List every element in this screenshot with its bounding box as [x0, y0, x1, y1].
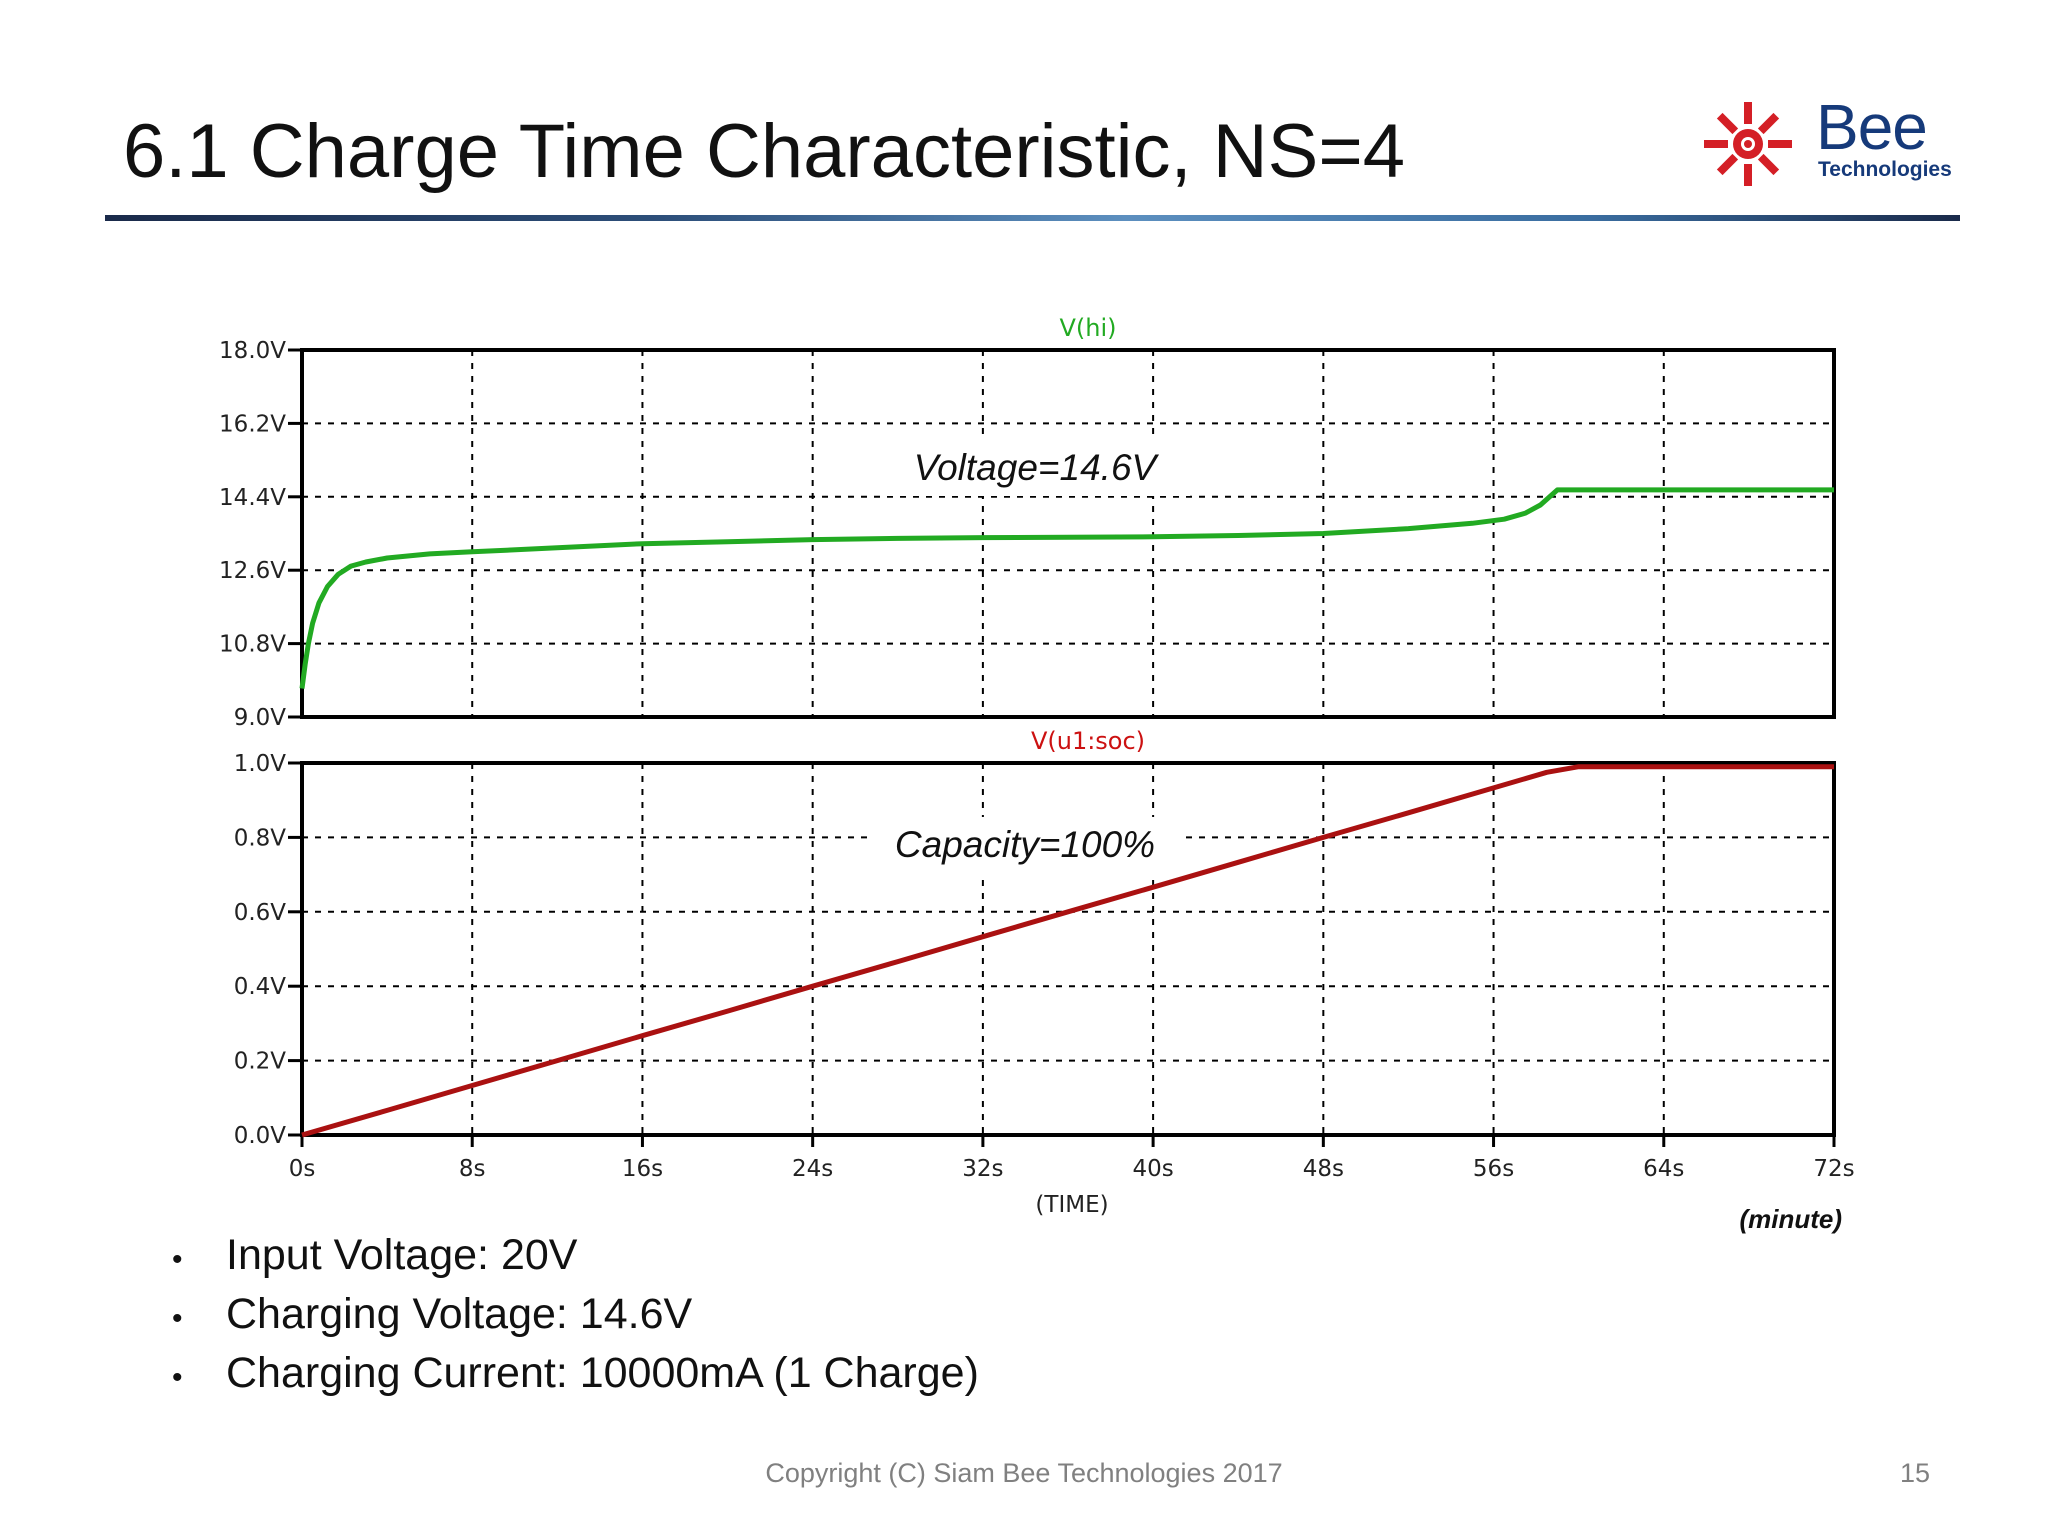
x-tick-label: 40s: [1132, 1156, 1173, 1182]
x-tick-label: 0s: [289, 1156, 316, 1182]
x-tick-label: 48s: [1303, 1156, 1344, 1182]
y-tick-label: 0.8V: [234, 825, 287, 851]
capacity-plot-frame: [300, 761, 1836, 1137]
y-tick-label: 18.0V: [219, 338, 286, 364]
capacity-grid: [302, 763, 1834, 1135]
bullet-dot-icon: •: [172, 1361, 183, 1394]
page-number: 15: [1900, 1458, 1931, 1488]
slide-title: 6.1 Charge Time Characteristic, NS=4: [123, 109, 1405, 194]
capacity-panel: 0.0V 0.2V 0.4V 0.6V 0.8V 1.0V 0s 8s 16s 24s 32s 40…: [234, 727, 1855, 1234]
bee-star-icon: [1704, 102, 1792, 186]
x-tick-label: 64s: [1643, 1156, 1684, 1182]
bullet-text: Input Voltage: 20V: [226, 1231, 578, 1279]
title-underline: [105, 215, 1960, 221]
x-tick-label: 24s: [792, 1156, 833, 1182]
bullet-dot-icon: •: [172, 1243, 183, 1276]
voltage-trace-label: V(hi): [1059, 314, 1116, 342]
x-tick-label: 16s: [622, 1156, 663, 1182]
x-tick-label: 8s: [459, 1156, 486, 1182]
copyright-footer: Copyright (C) Siam Bee Technologies 2017: [765, 1458, 1283, 1488]
spec-bullet-list: • Input Voltage: 20V • Charging Voltage:…: [172, 1228, 979, 1405]
x-tick-label: 56s: [1473, 1156, 1514, 1182]
voltage-plot-frame: [300, 348, 1836, 719]
bullet-item: • Charging Voltage: 14.6V: [172, 1287, 979, 1346]
x-tick-label: 32s: [962, 1156, 1003, 1182]
bullet-dot-icon: •: [172, 1302, 183, 1335]
capacity-trace-label: V(u1:soc): [1031, 727, 1145, 755]
capacity-annotation-bg: [870, 817, 1180, 873]
logo-word: Bee: [1816, 91, 1928, 163]
y-tick-label: 0.2V: [234, 1049, 287, 1075]
voltage-series-line: [299, 487, 1834, 689]
voltage-annotation-bg: [880, 440, 1190, 496]
capacity-series-line: [301, 764, 1834, 1138]
y-tick-label: 9.0V: [234, 705, 287, 731]
y-tick-label: 12.6V: [219, 558, 286, 584]
y-tick-label: 10.8V: [219, 632, 286, 658]
y-tick-label: 1.0V: [234, 751, 287, 777]
logo-subtitle: Technologies: [1818, 158, 1952, 181]
x-unit-label: (minute): [1739, 1204, 1842, 1234]
y-tick-label: 0.0V: [234, 1123, 287, 1149]
y-tick-label: 16.2V: [219, 411, 286, 437]
time-x-ticks: 0s 8s 16s 24s 32s 40s 48s 56s 64s 72s: [289, 1135, 1855, 1182]
capacity-y-ticks: 0.0V 0.2V 0.4V 0.6V 0.8V 1.0V: [234, 751, 302, 1149]
bullet-text: Charging Current: 10000mA (1 Charge): [226, 1349, 979, 1397]
bullet-item: • Charging Current: 10000mA (1 Charge): [172, 1346, 979, 1405]
voltage-panel: 9.0V 10.8V 12.6V 14.4V 16.2V 18.0V V(hi) Volt…: [219, 314, 1836, 731]
y-tick-label: 14.4V: [219, 485, 286, 511]
voltage-y-ticks: 9.0V 10.8V 12.6V 14.4V 16.2V 18.0V: [219, 338, 302, 731]
x-axis-label: (TIME): [1035, 1192, 1108, 1218]
bee-technologies-logo: Bee Technologies: [1698, 91, 1968, 192]
bullet-text: Charging Voltage: 14.6V: [226, 1290, 693, 1338]
capacity-annotation: Capacity=100%: [895, 824, 1155, 865]
x-tick-label: 72s: [1813, 1156, 1854, 1182]
y-tick-label: 0.4V: [234, 974, 287, 1000]
y-tick-label: 0.6V: [234, 900, 287, 926]
voltage-annotation: Voltage=14.6V: [914, 447, 1160, 488]
charge-characteristic-chart: 9.0V 10.8V 12.6V 14.4V 16.2V 18.0V V(hi) Volt…: [219, 314, 1855, 1234]
voltage-grid: [302, 350, 1834, 717]
bullet-item: • Input Voltage: 20V: [172, 1228, 979, 1287]
